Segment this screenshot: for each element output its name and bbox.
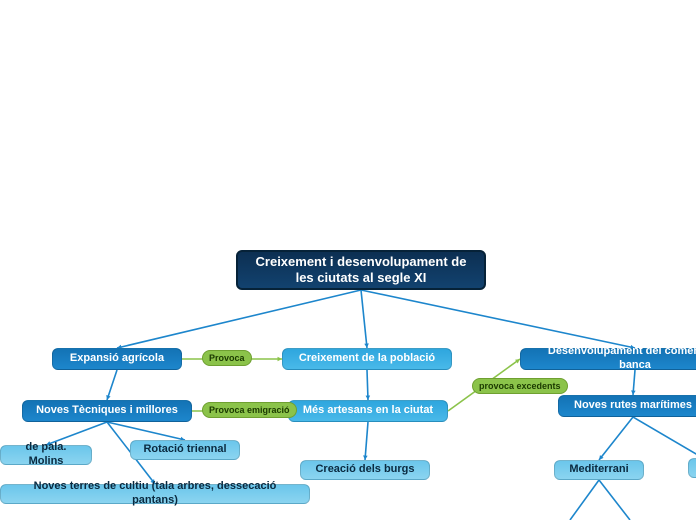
- node-medit: Mediterrani: [554, 460, 644, 480]
- diagram-canvas: Creixement i desenvolupament de les ciut…: [0, 0, 696, 520]
- node-exp_agr: Expansió agrícola: [52, 348, 182, 370]
- node-pala: de pala. Molins: [0, 445, 92, 465]
- node-rutes: Noves rutes marítimes: [558, 395, 696, 417]
- node-root: Creixement i desenvolupament de les ciut…: [236, 250, 486, 290]
- node-creix_pob: Creixement de la població: [282, 348, 452, 370]
- node-terres: Noves terres de cultiu (tala arbres, des…: [0, 484, 310, 504]
- node-extra: [688, 458, 696, 478]
- node-rotacio: Rotació triennal: [130, 440, 240, 460]
- node-des_com: Desenvolupament del comerç i la banca: [520, 348, 696, 370]
- node-tecniques: Noves Tècniques i millores: [22, 400, 192, 422]
- node-artesans: Més artesans en la ciutat: [288, 400, 448, 422]
- edge-label-provoca_excedents: provoca excedents: [472, 378, 568, 394]
- edge-label-provoca_emigracio: Provoca emigració: [202, 402, 297, 418]
- edge-label-provoca: Provoca: [202, 350, 252, 366]
- node-burgs: Creació dels burgs: [300, 460, 430, 480]
